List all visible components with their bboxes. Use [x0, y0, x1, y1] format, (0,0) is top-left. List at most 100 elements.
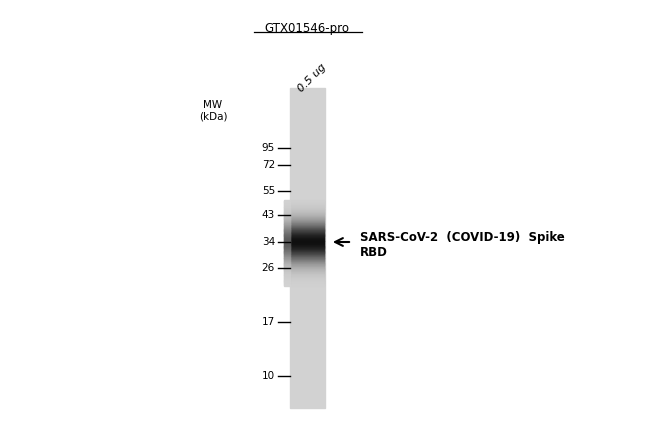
Bar: [284, 248, 290, 249]
Bar: [291, 230, 324, 232]
Bar: [291, 237, 324, 238]
Bar: [284, 273, 290, 275]
Bar: [284, 221, 290, 222]
Bar: [291, 279, 324, 280]
Bar: [284, 255, 290, 257]
Bar: [284, 272, 290, 273]
Bar: [284, 239, 290, 240]
Bar: [284, 211, 290, 212]
Bar: [284, 266, 290, 267]
Bar: [284, 277, 290, 279]
Bar: [284, 214, 290, 215]
Bar: [284, 271, 290, 273]
Bar: [291, 222, 324, 223]
Bar: [291, 216, 324, 217]
Bar: [291, 242, 324, 243]
Bar: [284, 201, 290, 202]
Bar: [284, 284, 290, 285]
Bar: [284, 276, 290, 278]
Bar: [291, 279, 324, 281]
Bar: [284, 280, 290, 281]
Bar: [284, 284, 290, 286]
Text: 0.5 ug: 0.5 ug: [296, 62, 328, 94]
Bar: [284, 274, 290, 276]
Bar: [284, 203, 290, 204]
Bar: [291, 233, 324, 234]
Bar: [291, 272, 324, 273]
Bar: [291, 206, 324, 207]
Bar: [291, 275, 324, 276]
Bar: [291, 281, 324, 283]
Bar: [291, 201, 324, 203]
Bar: [284, 281, 290, 283]
Bar: [284, 264, 290, 265]
Bar: [291, 254, 324, 255]
Bar: [291, 245, 324, 246]
Bar: [291, 243, 324, 244]
Bar: [284, 267, 290, 268]
Bar: [284, 230, 290, 231]
Text: 55: 55: [262, 186, 275, 196]
Text: MW
(kDa): MW (kDa): [199, 100, 228, 122]
Bar: [284, 233, 290, 235]
Bar: [284, 269, 290, 271]
Bar: [284, 234, 290, 235]
Bar: [284, 260, 290, 261]
Bar: [284, 261, 290, 262]
Bar: [284, 204, 290, 206]
Bar: [291, 269, 324, 270]
Bar: [284, 243, 290, 244]
Bar: [291, 258, 324, 259]
Bar: [291, 277, 324, 279]
Bar: [291, 204, 324, 206]
Bar: [284, 229, 290, 230]
Bar: [284, 205, 290, 206]
Bar: [291, 262, 324, 264]
Bar: [291, 247, 324, 248]
Text: 95: 95: [262, 143, 275, 153]
Bar: [291, 265, 324, 266]
Text: RBD: RBD: [360, 246, 388, 260]
Bar: [284, 245, 290, 246]
Bar: [284, 275, 290, 276]
Bar: [284, 240, 290, 241]
Bar: [284, 221, 290, 222]
Bar: [284, 227, 290, 228]
Bar: [284, 268, 290, 269]
Bar: [284, 238, 290, 239]
Bar: [284, 244, 290, 245]
Bar: [291, 284, 324, 286]
Bar: [291, 207, 324, 208]
Bar: [284, 247, 290, 248]
Bar: [284, 269, 290, 270]
Bar: [284, 262, 290, 264]
Bar: [291, 223, 324, 225]
Bar: [291, 218, 324, 219]
Bar: [291, 283, 324, 284]
Bar: [284, 210, 290, 211]
Bar: [291, 221, 324, 222]
Bar: [284, 228, 290, 230]
Bar: [291, 262, 324, 263]
Text: 17: 17: [262, 317, 275, 327]
Bar: [284, 282, 290, 284]
Bar: [291, 234, 324, 235]
Bar: [284, 211, 290, 213]
Bar: [291, 225, 324, 227]
Bar: [284, 217, 290, 218]
Bar: [284, 213, 290, 214]
Bar: [291, 209, 324, 211]
Bar: [284, 208, 290, 210]
Bar: [290, 88, 325, 408]
Bar: [284, 214, 290, 215]
Bar: [284, 252, 290, 253]
Bar: [284, 237, 290, 238]
Bar: [291, 206, 324, 208]
Bar: [291, 271, 324, 272]
Bar: [291, 271, 324, 273]
Bar: [284, 256, 290, 257]
Bar: [284, 245, 290, 246]
Bar: [284, 259, 290, 260]
Bar: [291, 266, 324, 267]
Bar: [291, 280, 324, 281]
